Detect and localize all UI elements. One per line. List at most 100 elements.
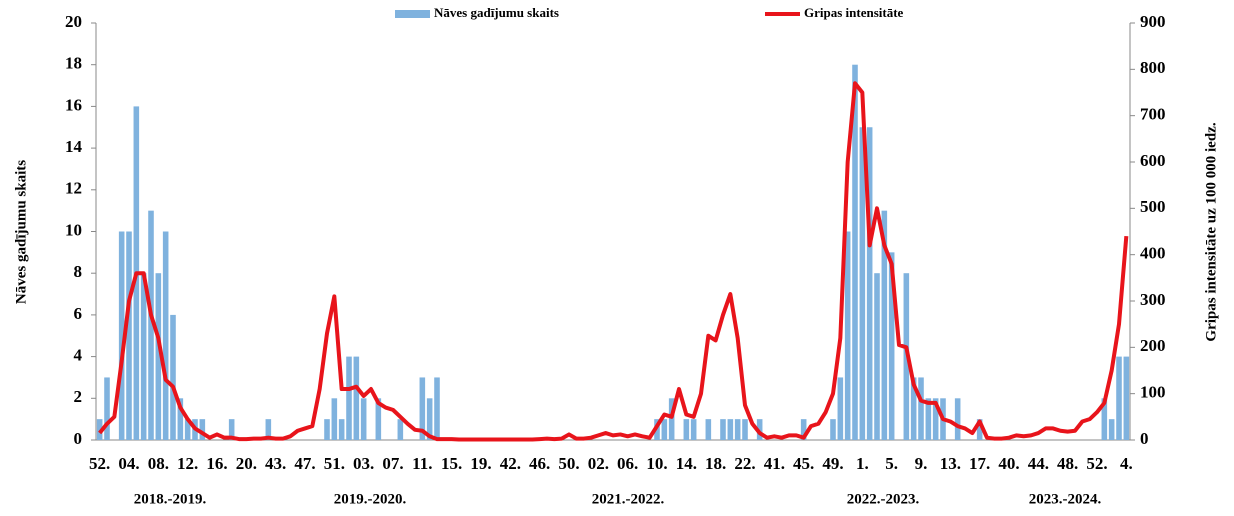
x-tick-label: 45. [793,454,814,473]
season-label: 2018.-2019. [134,491,207,507]
bar [434,377,440,440]
bar [397,419,404,440]
x-tick-label: 5. [885,454,898,473]
y-tick-label: 16 [65,95,82,114]
x-tick-label: 12. [177,454,198,473]
x-tick-label: 22. [734,454,755,473]
x-tick-label: 1. [856,454,869,473]
x-tick-label: 52. [89,454,110,473]
bar [1116,356,1122,440]
x-tick-label: 52. [1086,454,1107,473]
bar [331,398,338,440]
bar [844,231,851,440]
x-tick-label: 07. [382,454,403,473]
y-tick-label: 12 [65,179,82,198]
y2-tick-label: 300 [1140,290,1166,309]
bar [800,419,807,440]
x-tick-label: 11. [412,454,432,473]
bar [177,398,184,440]
bar [683,419,690,440]
bar [184,419,191,440]
y2-tick-label: 400 [1140,244,1166,263]
bar [140,273,147,440]
bar [265,419,272,440]
bar [360,398,367,440]
bar [346,356,352,440]
bar [932,398,939,440]
bar [720,419,726,440]
x-tick-label: 20. [236,454,257,473]
x-tick-label: 16. [206,454,227,473]
season-label: 2019.-2020. [334,491,407,507]
x-tick-label: 02. [588,454,609,473]
season-label: 2022.-2023. [847,491,920,507]
line [98,81,1129,442]
x-tick-label: 41. [764,454,785,473]
bar [742,419,748,440]
x-tick-label: 19. [470,454,491,473]
bar [1123,356,1130,440]
x-tick-label: 49. [822,454,843,473]
bar [918,377,924,440]
bar [353,356,360,440]
x-tick-label: 40. [998,454,1019,473]
x-tick-label: 42. [500,454,521,473]
bar [859,127,866,440]
x-tick-label: 47. [294,454,315,473]
bar [874,273,880,440]
bar [881,210,888,440]
x-tick-label: 46. [529,454,550,473]
legend-swatch [395,10,430,18]
x-tick-label: 08. [148,454,169,473]
bar [830,419,836,440]
bar [155,273,162,440]
bar [426,398,433,440]
bar [954,398,961,440]
bar [668,398,675,440]
bar [734,419,741,440]
x-tick-label: 15. [441,454,462,473]
y-tick-label: 4 [74,346,83,365]
y2-axis-title: Gripas intensitāte uz 100 000 iedz. [1203,122,1219,341]
x-tick-label: 50. [558,454,579,473]
y2-tick-label: 500 [1140,197,1166,216]
legend-label: Gripas intensitāte [804,5,904,20]
x-tick-label: 17. [969,454,990,473]
bar [96,419,103,440]
bar [888,252,895,440]
bar [690,419,697,440]
bar [866,127,873,440]
bar [228,419,235,440]
y-tick-label: 20 [65,12,82,31]
bar [338,419,345,440]
legend-label: Nāves gadījumu skaits [434,5,559,20]
y2-tick-label: 600 [1140,151,1166,170]
x-tick-label: 14. [676,454,697,473]
x-tick-label: 10. [646,454,667,473]
bar [925,398,932,440]
y2-tick-label: 0 [1140,429,1149,448]
bar [199,419,206,440]
x-tick-label: 13. [940,454,961,473]
x-tick-label: 18. [705,454,726,473]
x-tick-label: 44. [1028,454,1049,473]
bar [756,419,763,440]
y-tick-label: 0 [74,429,83,448]
season-label: 2023.-2024. [1029,491,1102,507]
bar [126,231,132,440]
bar [324,419,330,440]
bar [976,419,983,440]
bar [419,377,426,440]
y-tick-label: 8 [74,262,83,281]
y2-tick-label: 100 [1140,383,1166,402]
y2-tick-label: 900 [1140,12,1166,31]
bar [910,377,917,440]
bar [375,398,382,440]
bar [1101,398,1108,440]
bar [118,231,125,440]
y-tick-label: 6 [74,304,83,323]
y-tick-label: 14 [65,137,83,156]
y-axis-title: Nāves gadījumu skaits [13,160,29,304]
y-tick-label: 10 [65,220,82,239]
